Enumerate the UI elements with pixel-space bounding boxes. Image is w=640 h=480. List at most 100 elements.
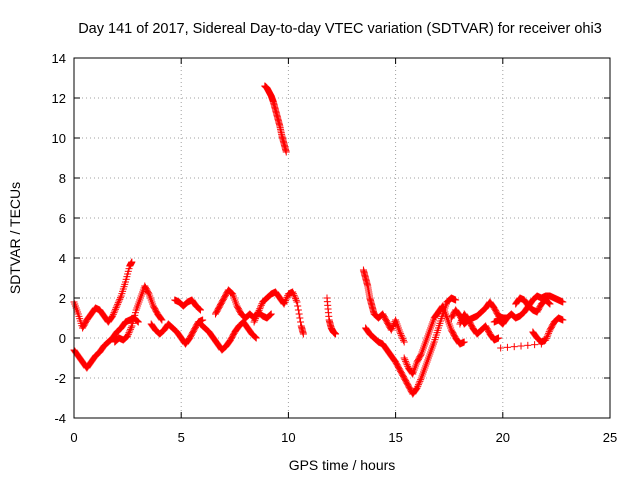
data-point	[401, 356, 409, 364]
data-point	[292, 296, 300, 304]
data-point	[266, 311, 274, 319]
series-arc-early-high	[70, 258, 136, 332]
data-point	[257, 303, 265, 311]
data-point	[537, 340, 545, 348]
data-point	[545, 299, 553, 307]
data-point	[402, 359, 410, 367]
data-point	[403, 361, 411, 369]
data-point	[414, 382, 422, 390]
data-point	[544, 331, 552, 339]
data-point	[503, 343, 511, 351]
series-arc-14to16-lower	[362, 294, 460, 398]
data-point	[299, 330, 307, 338]
series-arc-9to10	[250, 288, 307, 338]
data-point	[397, 330, 405, 338]
data-point	[399, 336, 407, 344]
data-point	[398, 333, 406, 341]
y-tick-label: 8	[59, 171, 66, 186]
y-tick-label: 12	[52, 91, 66, 106]
data-point	[144, 289, 152, 297]
data-point	[289, 288, 297, 296]
data-point	[510, 343, 518, 351]
data-point	[254, 308, 262, 316]
data-point	[417, 351, 425, 359]
data-point	[111, 307, 119, 315]
data-point	[251, 333, 259, 341]
data-point	[524, 341, 532, 349]
series-arc-20to22	[490, 296, 554, 328]
series-arc-4to6	[147, 316, 207, 348]
y-tick-label: -2	[54, 371, 66, 386]
data-point	[295, 310, 303, 318]
data-point	[127, 324, 135, 332]
data-point	[497, 344, 505, 352]
series-isolated-20	[497, 340, 545, 352]
data-point	[389, 323, 397, 331]
data-point	[413, 384, 421, 392]
data-point	[134, 318, 142, 326]
data-point	[416, 377, 424, 385]
data-point	[531, 341, 539, 349]
data-point	[559, 298, 567, 306]
data-point	[282, 297, 290, 305]
data-point	[388, 324, 396, 332]
series-arc-13to16-upper	[359, 266, 408, 346]
y-tick-label: -4	[54, 411, 66, 426]
plot-frame	[73, 57, 611, 419]
series-arc-21to23-upper	[512, 292, 567, 310]
data-point	[542, 336, 550, 344]
data-point	[296, 314, 304, 322]
tick-layer: 0 5 10 15 20 25 -4 -2 0 2 4 6 8 10 12 14	[52, 51, 618, 445]
data-point	[280, 300, 288, 308]
data-point	[115, 297, 123, 305]
data-point	[387, 326, 395, 334]
data-point	[389, 321, 397, 329]
data-point	[257, 301, 265, 309]
data-point	[157, 315, 165, 323]
data-point	[297, 318, 305, 326]
data-point	[293, 298, 301, 306]
data-point	[400, 354, 408, 362]
chart-title: Day 141 of 2017, Sidereal Day-to-day VTE…	[78, 21, 602, 37]
data-point	[252, 315, 260, 323]
data-point	[545, 299, 553, 307]
data-point	[128, 258, 136, 266]
data-point	[545, 329, 553, 337]
data-point	[252, 334, 260, 342]
data-point	[252, 333, 260, 341]
data-point	[253, 311, 261, 319]
data-points-layer	[70, 82, 567, 398]
data-point	[125, 329, 133, 337]
data-point	[542, 334, 550, 342]
series-isolated-11-12	[323, 294, 340, 338]
data-point	[250, 318, 258, 326]
series-arc-early-mid	[111, 282, 166, 346]
data-point	[111, 305, 119, 313]
x-tick-label: 0	[70, 430, 77, 445]
data-point	[251, 316, 259, 324]
data-point	[114, 299, 122, 307]
data-point	[124, 332, 132, 340]
data-point	[460, 338, 468, 346]
series-arc-5to6-upper	[171, 296, 204, 314]
data-point	[294, 306, 302, 314]
data-point	[255, 306, 263, 314]
data-point	[457, 317, 465, 325]
data-point	[267, 310, 275, 318]
data-point	[199, 316, 207, 324]
data-point	[112, 304, 120, 312]
series-arc-22to23-lower	[529, 314, 567, 346]
data-point	[456, 320, 464, 328]
data-point	[415, 379, 423, 387]
data-point	[110, 309, 118, 317]
data-point	[116, 295, 124, 303]
data-point	[452, 296, 460, 304]
data-point	[559, 316, 567, 324]
data-point	[417, 376, 425, 384]
data-point	[126, 327, 134, 335]
x-tick-label: 10	[281, 430, 295, 445]
series-arc-9-high	[261, 82, 290, 156]
y-tick-label: 14	[52, 51, 66, 66]
data-point	[457, 318, 465, 326]
